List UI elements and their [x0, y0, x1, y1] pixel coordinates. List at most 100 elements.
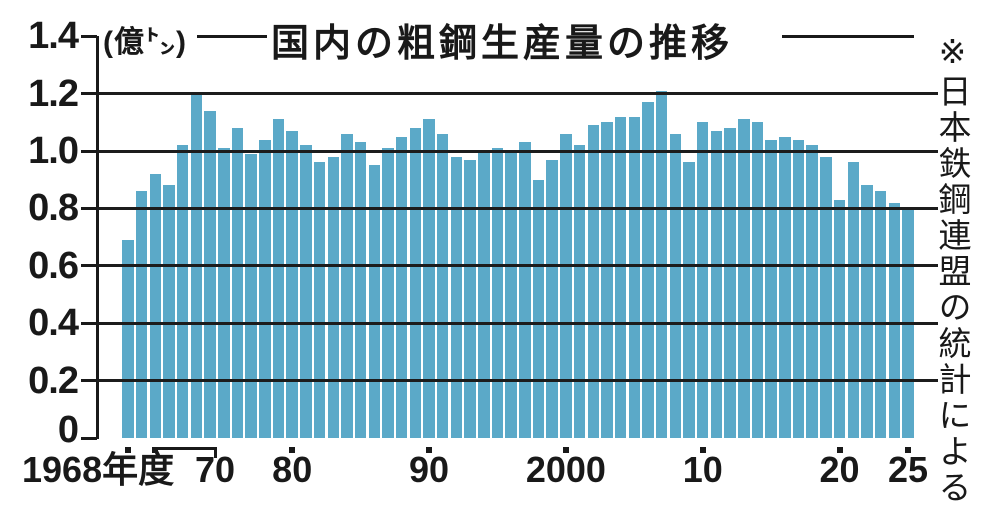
bar-1984	[341, 133, 353, 438]
bar-2004	[614, 116, 627, 438]
bar-2010	[696, 122, 709, 438]
bar-1997	[519, 142, 531, 438]
y-axis-label-0: 0	[57, 409, 79, 451]
gridline-0.4	[96, 321, 938, 325]
bar-2009	[683, 162, 695, 438]
bar-1985	[354, 142, 367, 438]
x-tick-label-1968: 1968年度	[22, 449, 175, 490]
bar-2019	[820, 156, 832, 438]
x-tick-label-2000: 2000	[525, 449, 606, 490]
y-axis-tick-1.4	[81, 34, 97, 38]
x-tick-label-2020: 20	[819, 449, 860, 490]
x-tick-dot-2020	[836, 447, 843, 453]
bar-1975	[218, 148, 230, 438]
y-axis-tick-0.4	[81, 321, 97, 325]
bar-1994	[478, 151, 490, 438]
x-tick-dot-1990	[426, 447, 433, 453]
bar-1972	[176, 145, 189, 438]
bar-2018	[806, 145, 818, 438]
bar-1976	[231, 128, 244, 438]
bar-1982	[313, 162, 326, 438]
y-axis-tick-0.6	[81, 264, 97, 268]
x-tick-label-2010: 10	[682, 449, 723, 490]
bar-2002	[587, 125, 599, 438]
gridline-0.8	[96, 206, 938, 210]
bar-2023	[874, 191, 887, 438]
x-tick-dot-2000	[562, 447, 569, 453]
bar-2024	[888, 202, 901, 438]
bar-2005	[628, 116, 641, 438]
x-tick-label-2025: 25	[887, 449, 929, 490]
y-axis-label-0.4: 0.4	[28, 302, 79, 345]
bar-1978	[259, 139, 271, 438]
y-axis-tick-0	[81, 436, 97, 440]
bar-1993	[464, 159, 476, 438]
y-axis-label-0.6: 0.6	[28, 244, 79, 287]
y-axis-tick-0.8	[81, 206, 97, 210]
chart-title: 国内の粗鋼生産量の推移	[271, 23, 734, 65]
bar-2013	[738, 119, 750, 438]
bar-1977	[245, 153, 257, 438]
gridline-0.2	[96, 379, 938, 383]
bar-2012	[724, 128, 736, 438]
bar-2021	[847, 162, 859, 438]
bar-2001	[573, 145, 586, 438]
bar-2000	[560, 133, 572, 438]
y-axis-label-1.4: 1.4	[28, 15, 79, 58]
gridline-1	[96, 149, 938, 153]
gridline-1.2	[96, 92, 938, 96]
bar-1968	[122, 239, 134, 438]
y-axis-label-1.2: 1.2	[28, 72, 79, 115]
x-tick-dot-1968	[125, 447, 131, 453]
title-rule-left	[197, 35, 267, 38]
bar-2011	[710, 130, 723, 438]
bar-1990	[423, 119, 435, 438]
source-note: ※日本鉄鋼連盟の統計による	[934, 32, 971, 506]
bar-2016	[779, 136, 791, 438]
x-tick-label-1980: 80	[272, 449, 313, 490]
bar-1983	[327, 156, 339, 438]
bar-1969	[135, 191, 148, 438]
bar-2008	[669, 133, 682, 438]
title-rule-right	[782, 35, 914, 38]
bar-1970	[149, 173, 162, 438]
bar-1995	[491, 148, 504, 438]
bar-1981	[300, 145, 312, 438]
y-axis-label-1.0: 1.0	[28, 130, 79, 172]
bar-1987	[382, 148, 394, 438]
x-tick-dot-2025	[904, 447, 911, 453]
bar-1998	[532, 179, 545, 438]
x-tick-dot-1970	[152, 447, 159, 453]
bar-2017	[792, 139, 805, 438]
y-axis-label-0.8: 0.8	[28, 187, 79, 230]
bar-1974	[204, 110, 216, 438]
y-axis-label-0.2: 0.2	[28, 359, 79, 402]
bar-1988	[395, 136, 408, 438]
bar-1989	[409, 128, 422, 438]
leader-line-1970-elbow	[214, 447, 217, 458]
bar-2015	[765, 139, 777, 438]
y-axis-tick-0.2	[81, 379, 97, 383]
x-tick-dot-2010	[699, 447, 706, 453]
leader-line-1970-horizontal	[158, 447, 216, 450]
bar-1996	[505, 151, 517, 438]
bar-1999	[546, 159, 558, 438]
bar-1980	[286, 130, 298, 438]
gridline-0.6	[96, 264, 938, 268]
bar-1992	[450, 156, 463, 438]
y-axis-unit-label: (億㌧)	[103, 26, 187, 59]
bar-1979	[272, 119, 285, 438]
x-tick-dot-1980	[289, 447, 296, 453]
y-axis-line	[96, 36, 99, 439]
y-axis-tick-1.0	[81, 149, 97, 153]
bar-2014	[751, 122, 764, 438]
y-axis-tick-1.2	[81, 92, 97, 96]
bar-2022	[861, 185, 873, 438]
bar-2003	[601, 122, 613, 438]
bar-1986	[368, 165, 381, 438]
bar-2020	[833, 199, 846, 438]
bar-2006	[642, 102, 654, 438]
bar-1991	[436, 133, 449, 438]
x-tick-label-1990: 90	[409, 449, 450, 490]
